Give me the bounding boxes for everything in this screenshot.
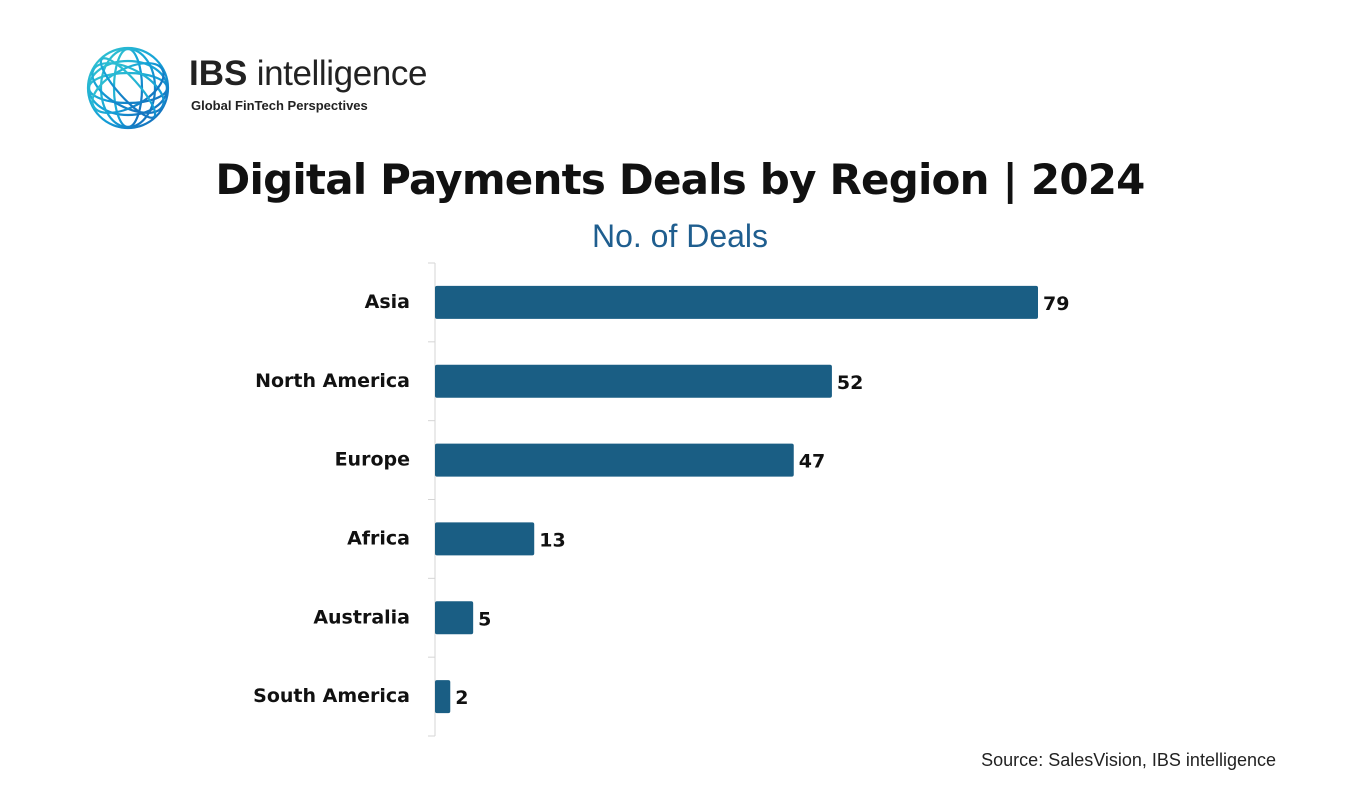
data-label: 79 <box>1043 293 1069 315</box>
category-label: Africa <box>347 527 410 549</box>
data-bar <box>435 364 832 398</box>
data-label: 2 <box>455 687 468 709</box>
data-label: 47 <box>799 451 825 473</box>
brand-name-bold: IBS <box>189 54 248 93</box>
category-label: North America <box>255 370 410 392</box>
data-label: 13 <box>539 529 565 551</box>
ibs-intelligence-logo: IBS intelligence Global FinTech Perspect… <box>82 42 442 134</box>
chart-title: Digital Payments Deals by Region | 2024 <box>215 155 1145 204</box>
data-bar <box>435 522 535 556</box>
chart-subtitle: No. of Deals <box>591 218 769 254</box>
category-label: Australia <box>313 606 410 628</box>
data-bar <box>435 285 1038 319</box>
category-label: Europe <box>335 449 410 471</box>
globe-icon <box>86 46 170 130</box>
brand-name: IBS intelligence <box>189 55 427 93</box>
data-bar <box>435 680 451 714</box>
data-label: 5 <box>478 608 491 630</box>
category-label: South America <box>253 685 410 707</box>
brand-name-regular: intelligence <box>256 54 428 93</box>
data-bar <box>435 601 474 635</box>
brand-tagline: Global FinTech Perspectives <box>191 98 368 113</box>
category-label: Asia <box>365 291 410 313</box>
data-bar <box>435 443 794 477</box>
source-note: Source: SalesVision, IBS intelligence <box>981 750 1276 770</box>
data-label: 52 <box>837 372 863 394</box>
